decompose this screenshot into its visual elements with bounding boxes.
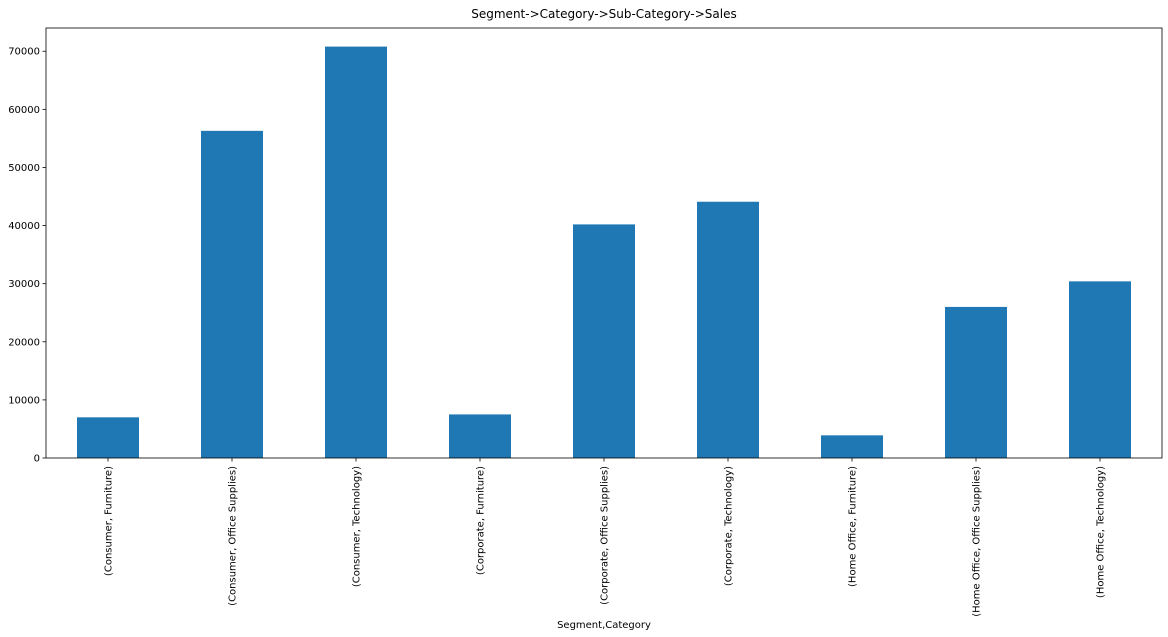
x-tick-label: (Consumer, Technology) — [352, 466, 363, 587]
y-tick-label: 70000 — [8, 47, 40, 58]
bar — [945, 306, 1007, 458]
y-tick-label: 20000 — [8, 337, 40, 348]
bar — [697, 201, 759, 459]
bar — [821, 435, 883, 458]
y-axis: 0 10000 20000 30000 40000 50000 60000 70000 — [8, 47, 46, 465]
y-tick-label: 0 — [34, 454, 40, 465]
bar — [325, 46, 387, 458]
bar — [1069, 281, 1131, 458]
plot-frame — [45, 27, 1163, 459]
bar — [201, 130, 263, 458]
bar — [573, 224, 635, 458]
chart-title: Segment->Category->Sub-Category->Sales — [471, 7, 736, 21]
x-axis: (Consumer, Furniture) (Consumer, Office S… — [104, 458, 1107, 617]
x-tick-label: (Home Office, Furniture) — [848, 466, 859, 587]
x-tick-label: (Corporate, Furniture) — [476, 466, 487, 575]
x-tick-label: (Consumer, Office Supplies) — [228, 466, 239, 606]
x-axis-label: Segment,Category — [557, 620, 651, 631]
x-tick-label: (Home Office, Office Supplies) — [972, 466, 983, 617]
x-tick-label: (Corporate, Technology) — [724, 466, 735, 586]
x-tick-label: (Home Office, Technology) — [1096, 466, 1107, 598]
y-tick-label: 10000 — [8, 395, 40, 406]
x-tick-label: (Corporate, Office Supplies) — [600, 466, 611, 605]
bars-layer — [77, 46, 1131, 459]
bar — [77, 417, 139, 458]
bar — [449, 414, 511, 458]
y-tick-label: 60000 — [8, 105, 40, 116]
y-tick-label: 50000 — [8, 163, 40, 174]
x-tick-label: (Consumer, Furniture) — [104, 466, 115, 576]
y-tick-label: 30000 — [8, 279, 40, 290]
y-tick-label: 40000 — [8, 221, 40, 232]
